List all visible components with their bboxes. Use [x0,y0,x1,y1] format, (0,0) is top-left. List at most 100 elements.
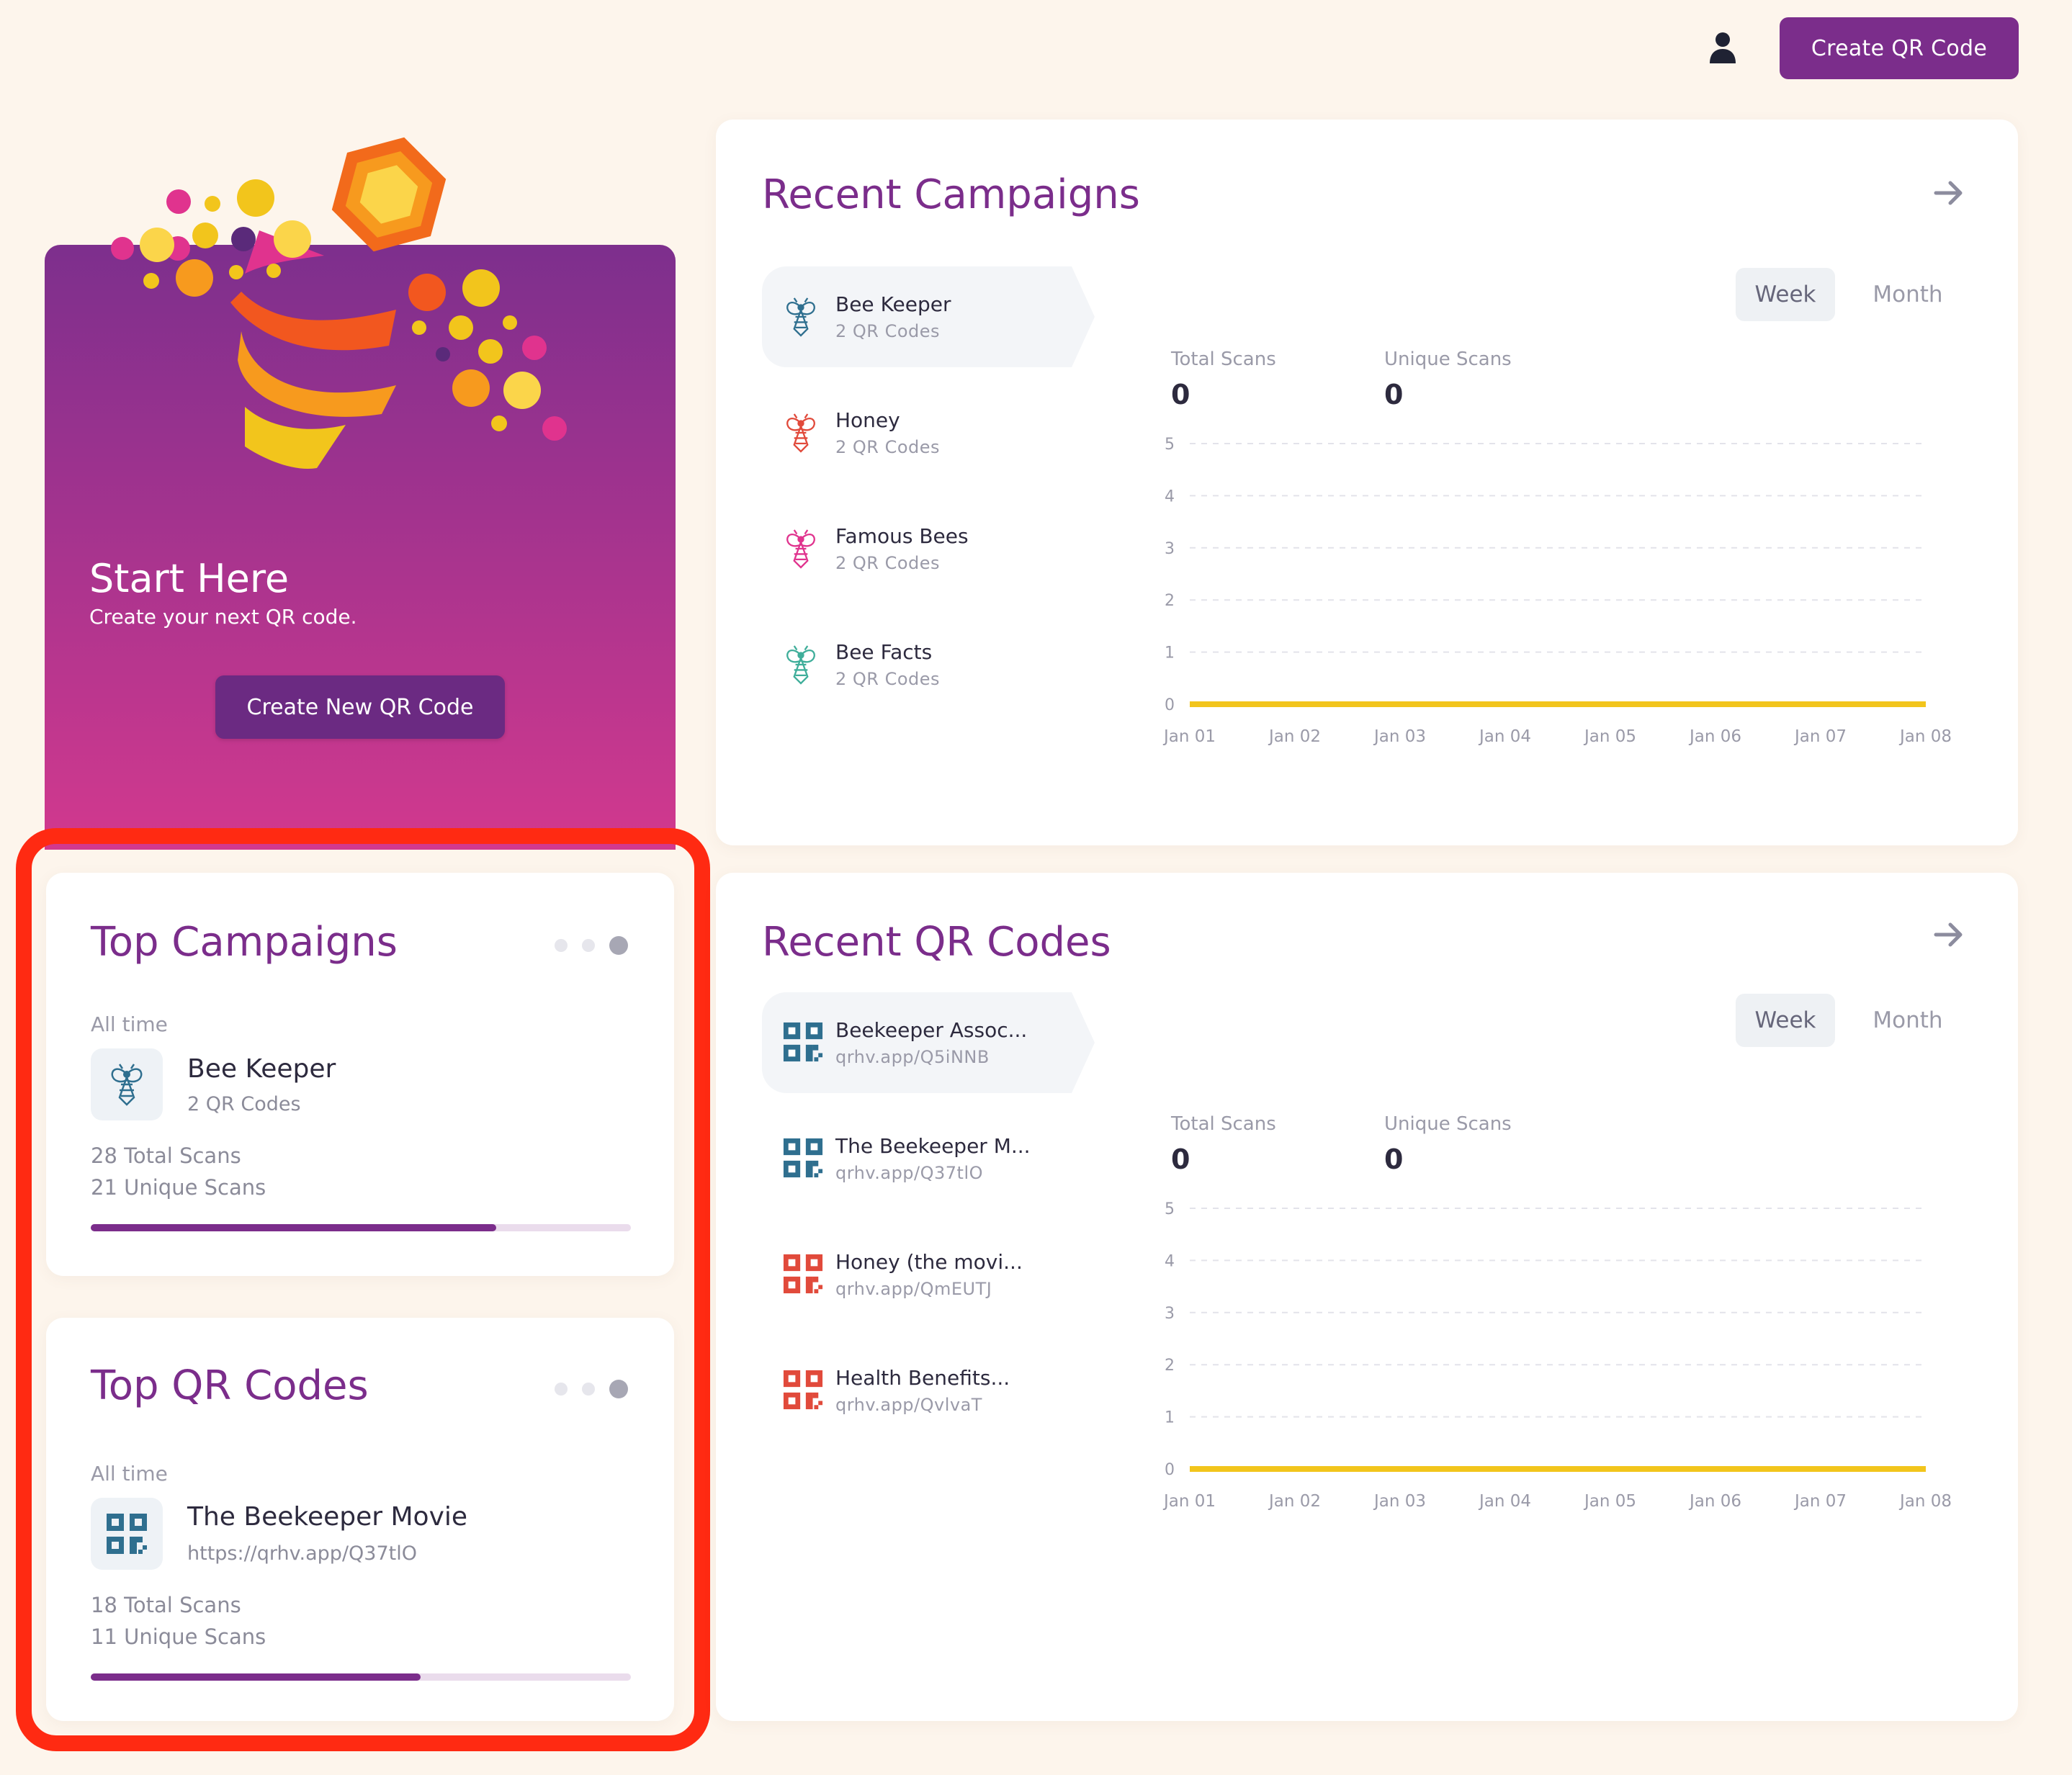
unique-scans: 11 Unique Scans [91,1625,266,1649]
x-tick-label: Jan 01 [1162,727,1216,746]
campaign-item-name: Bee Facts [835,640,933,664]
x-tick-label: Jan 07 [1793,1492,1847,1511]
bee-icon [91,1048,163,1120]
x-tick-label: Jan 03 [1373,1492,1426,1511]
create-qr-code-button[interactable]: Create QR Code [1780,17,2019,79]
qr-code-icon [782,1021,824,1066]
y-tick-label: 5 [1165,1201,1175,1218]
y-tick-label: 2 [1165,1357,1175,1375]
qr-code-url[interactable]: https://qrhv.app/Q37tlO [187,1542,417,1565]
x-tick-label: Jan 07 [1793,727,1847,746]
x-tick-label: Jan 02 [1268,1492,1321,1511]
bee-icon [782,527,820,573]
qr-code-list-item[interactable]: Health Benefits... qrhv.app/QvlvaT [762,1340,1095,1441]
week-toggle[interactable]: Week [1736,268,1835,321]
qr-code-item-sub: qrhv.app/Q5iNNB [835,1047,990,1067]
campaign-item-sub: 2 QR Codes [835,321,941,341]
y-tick-label: 5 [1165,436,1175,454]
bee-icon [782,411,820,457]
carousel-dot[interactable] [555,1383,568,1396]
total-scans: 28 Total Scans [91,1143,241,1168]
x-tick-label: Jan 08 [1898,1492,1952,1511]
campaign-item-name: Bee Keeper [835,292,951,316]
y-tick-label: 0 [1165,1461,1175,1479]
x-tick-label: Jan 01 [1162,1492,1216,1511]
start-here-title: Start Here [89,556,290,601]
campaign-list-item[interactable]: Bee Facts 2 QR Codes [762,614,1095,715]
hero-illustration [111,137,567,469]
y-tick-label: 1 [1165,644,1175,662]
total-scans: 18 Total Scans [91,1593,241,1617]
qr-code-icon [782,1369,824,1414]
x-tick-label: Jan 06 [1688,1492,1741,1511]
unique-scans-value: 0 [1384,1143,1404,1175]
unique-scans-label: Unique Scans [1384,1113,1512,1135]
qr-code-item-name: Honey (the movi... [835,1250,1023,1274]
y-tick-label: 3 [1165,540,1175,558]
x-tick-label: Jan 05 [1583,727,1636,746]
start-here-subtitle: Create your next QR code. [89,605,357,629]
qr-code-icon [782,1137,824,1182]
qr-code-list-item[interactable]: The Beekeeper M... qrhv.app/Q37tlO [762,1108,1095,1209]
campaign-qr-count: 2 QR Codes [187,1093,301,1115]
qr-code-item-sub: qrhv.app/QmEUTJ [835,1279,992,1299]
top-qr-codes-card: Top QR Codes All time The Beekeeper Movi… [46,1318,674,1721]
x-tick-label: Jan 06 [1688,727,1741,746]
top-qr-codes-title: Top QR Codes [91,1362,369,1409]
x-tick-label: Jan 04 [1478,1492,1531,1511]
qr-code-list-item[interactable]: Honey (the movi... qrhv.app/QmEUTJ [762,1224,1095,1325]
week-toggle[interactable]: Week [1736,994,1835,1047]
progress-fill [91,1673,421,1681]
campaign-list-item[interactable]: Honey 2 QR Codes [762,382,1095,483]
month-toggle[interactable]: Month [1858,268,1957,321]
total-scans-label: Total Scans [1171,349,1276,370]
top-campaigns-card: Top Campaigns All time Bee Keeper 2 QR C… [46,873,674,1276]
carousel-dots[interactable] [555,936,628,955]
qr-code-item-name: Beekeeper Assoc... [835,1018,1028,1042]
x-tick-label: Jan 05 [1583,1492,1636,1511]
recent-campaigns-title: Recent Campaigns [762,171,1140,218]
x-tick-label: Jan 02 [1268,727,1321,746]
recent-qr-codes-panel: Recent QR Codes Beekeeper Assoc... qrhv.a… [716,873,2018,1721]
qr-code-item-sub: qrhv.app/Q37tlO [835,1163,984,1183]
progress-fill [91,1224,496,1231]
x-tick-label: Jan 08 [1898,727,1952,746]
total-scans-value: 0 [1171,379,1190,410]
qr-code-icon [91,1498,163,1570]
y-tick-label: 1 [1165,1409,1175,1427]
y-tick-label: 4 [1165,1252,1175,1270]
qr-code-item-name: Health Benefits... [835,1366,1010,1390]
highlight-annotation [16,828,710,1751]
unique-scans-label: Unique Scans [1384,349,1512,370]
campaign-name: Bee Keeper [187,1054,336,1084]
qr-code-name: The Beekeeper Movie [187,1502,468,1532]
campaign-item-sub: 2 QR Codes [835,553,941,573]
user-icon[interactable] [1707,30,1739,65]
campaign-list-item[interactable]: Bee Keeper 2 QR Codes [762,266,1095,367]
unique-scans-value: 0 [1384,379,1404,410]
y-tick-label: 3 [1165,1305,1175,1323]
campaign-list-item[interactable]: Famous Bees 2 QR Codes [762,498,1095,599]
carousel-dot-active[interactable] [609,936,628,955]
progress-track [91,1673,631,1681]
recent-qr-codes-title: Recent QR Codes [762,919,1111,966]
campaign-item-name: Famous Bees [835,524,969,548]
unique-scans: 21 Unique Scans [91,1175,266,1200]
campaign-item-sub: 2 QR Codes [835,437,941,457]
y-tick-label: 2 [1165,592,1175,610]
carousel-dot[interactable] [555,939,568,952]
arrow-right-icon[interactable] [1933,919,1965,951]
qr-code-item-name: The Beekeeper M... [835,1134,1031,1158]
period-label: All time [91,1012,168,1036]
x-tick-label: Jan 04 [1478,727,1531,746]
scans-line-chart: 0 1 2 3 4 5 Jan 01 Jan 02 Jan 03 Jan 04 Jan 05 Jan … [1162,1201,1952,1511]
create-new-qr-code-button[interactable]: Create New QR Code [215,675,505,739]
qr-code-list-item[interactable]: Beekeeper Assoc... qrhv.app/Q5iNNB [762,992,1095,1093]
carousel-dot-active[interactable] [609,1380,628,1398]
carousel-dot[interactable] [582,939,595,952]
qr-code-icon [782,1253,824,1298]
carousel-dot[interactable] [582,1383,595,1396]
carousel-dots[interactable] [555,1380,628,1398]
arrow-right-icon[interactable] [1933,177,1965,209]
month-toggle[interactable]: Month [1858,994,1957,1047]
